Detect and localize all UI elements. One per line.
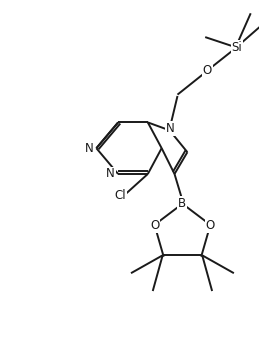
- Text: N: N: [106, 168, 115, 181]
- Text: O: O: [150, 219, 159, 232]
- Text: N: N: [166, 122, 175, 135]
- Text: O: O: [205, 219, 215, 232]
- Text: B: B: [178, 197, 186, 210]
- Text: Si: Si: [231, 41, 242, 54]
- Text: N: N: [84, 142, 93, 155]
- Text: O: O: [203, 64, 212, 77]
- Text: Cl: Cl: [114, 189, 126, 202]
